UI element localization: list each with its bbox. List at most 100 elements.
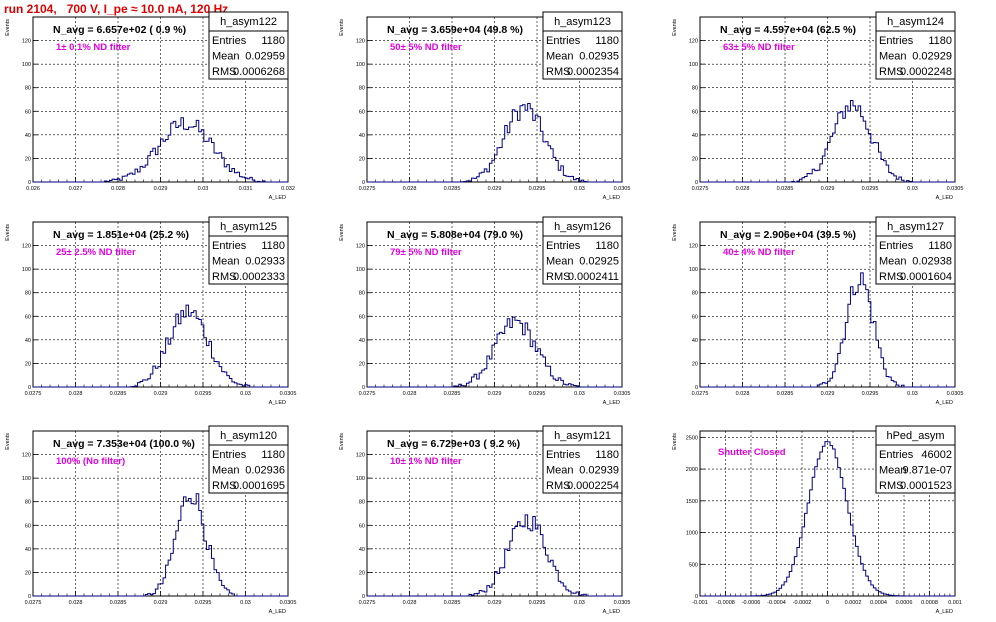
- x-tick-label: 0.0275: [692, 391, 709, 397]
- x-axis-label: A_LED: [269, 609, 286, 615]
- stat-value-rms: 0.0002333: [233, 271, 285, 283]
- y-tick-label: 0: [695, 385, 698, 391]
- y-axis-label: Events: [672, 433, 678, 450]
- stat-label-mean: Mean: [212, 51, 240, 63]
- stats-box: [208, 30, 289, 80]
- filter-label: 100% (No filter): [56, 456, 125, 467]
- stats-box: [542, 444, 623, 494]
- y-tick-label: 120: [356, 244, 365, 250]
- filter-label: 40± 4% ND filter: [723, 247, 795, 258]
- stat-value-rms: 0.0002248: [900, 66, 952, 78]
- y-tick-label: 80: [692, 86, 698, 92]
- y-tick-label: 120: [22, 453, 31, 459]
- stat-value-rms: 0.0002411: [568, 271, 619, 283]
- navg-label: N_avg = 4.597e+04 (62.5 %): [720, 24, 856, 36]
- y-tick-label: 120: [22, 39, 31, 45]
- stat-value-rms: 0.0002354: [567, 66, 619, 78]
- x-tick-label: 0.0305: [280, 600, 297, 606]
- stat-value-mean: 0.02939: [579, 465, 619, 477]
- x-tick-label: 0.029: [154, 186, 168, 192]
- stat-label-entries: Entries: [212, 240, 247, 252]
- y-tick-label: 20: [359, 361, 365, 367]
- y-tick-label: 100: [356, 267, 365, 273]
- stat-label-rms: RMS: [879, 271, 903, 283]
- x-axis-label: A_LED: [269, 400, 286, 406]
- x-tick-label: 0.0004: [870, 600, 887, 606]
- x-tick-label: 0.0295: [195, 600, 212, 606]
- histogram-series: [33, 493, 288, 597]
- navg-label: N_avg = 5.808e+04 (79.0 %): [387, 229, 523, 241]
- stats-box: [542, 30, 623, 80]
- stat-label-rms: RMS: [546, 66, 570, 78]
- x-tick-label: -0.001: [692, 600, 708, 606]
- y-tick-label: 0: [362, 385, 365, 391]
- stat-label-rms: RMS: [879, 66, 903, 78]
- y-tick-label: 60: [692, 109, 698, 115]
- y-axis-label: Events: [672, 224, 678, 241]
- stat-value-entries: 1180: [595, 240, 619, 252]
- x-tick-label: 0.03: [907, 186, 918, 192]
- histogram-name: h_asym127: [887, 221, 944, 233]
- stat-value-mean: 0.02959: [245, 51, 285, 63]
- stat-label-entries: Entries: [879, 240, 914, 252]
- stats-box: [542, 235, 623, 285]
- y-tick-label: 0: [695, 180, 698, 186]
- stats-box: [875, 444, 956, 494]
- x-tick-label: 0.029: [488, 391, 502, 397]
- x-tick-label: 0.0285: [444, 391, 461, 397]
- x-tick-label: 0.03: [240, 600, 251, 606]
- x-tick-label: 0.0285: [777, 391, 794, 397]
- y-tick-label: 1000: [686, 531, 698, 537]
- stat-label-mean: Mean: [879, 256, 907, 268]
- stat-value-mean: 0.02935: [579, 51, 619, 63]
- y-tick-label: 500: [689, 562, 698, 568]
- x-tick-label: -0.0008: [716, 600, 735, 606]
- x-tick-label: 0.028: [736, 186, 750, 192]
- stat-value-entries: 1180: [595, 449, 619, 461]
- histogram-series: [367, 514, 622, 597]
- x-tick-label: 0.028: [111, 186, 125, 192]
- y-tick-label: 80: [25, 86, 31, 92]
- x-tick-label: 0.029: [821, 186, 835, 192]
- stat-value-entries: 1180: [928, 35, 952, 47]
- x-tick-label: 0.0002: [845, 600, 862, 606]
- histogram-series: [367, 316, 622, 388]
- y-tick-label: 20: [25, 156, 31, 162]
- stat-label-mean: Mean: [212, 256, 240, 268]
- chart-h_asym120: 0.0275 0.028 0.0285 0.029 0.0295 0.03 0.0305 0 2…: [5, 425, 297, 615]
- stat-label-rms: RMS: [212, 480, 236, 492]
- x-tick-label: 0.029: [821, 391, 835, 397]
- filter-label: 50± 5% ND filter: [390, 42, 462, 53]
- histogram-series: [367, 103, 622, 183]
- x-tick-label: 0.028: [403, 391, 417, 397]
- y-tick-label: 2000: [686, 467, 698, 473]
- chart-hPed_asym: -0.001 -0.0008 -0.0006 -0.0004 -0.0002 0 0.000…: [672, 425, 962, 615]
- x-tick-label: 0.0305: [947, 186, 964, 192]
- y-axis-label: Events: [5, 19, 11, 36]
- y-axis-label: Events: [339, 224, 345, 241]
- y-tick-label: 40: [692, 133, 698, 139]
- x-axis-label: A_LED: [603, 195, 620, 201]
- x-tick-label: -0.0006: [742, 600, 761, 606]
- stat-value-rms: 0.0002254: [567, 480, 619, 492]
- navg-label: N_avg = 2.906e+04 (39.5 %): [720, 229, 856, 241]
- y-tick-label: 120: [356, 453, 365, 459]
- y-axis-label: Events: [339, 19, 345, 36]
- filter-label: 63± 5% ND filter: [723, 42, 795, 53]
- filter-label: 25± 2.5% ND filter: [56, 247, 136, 258]
- x-tick-label: 0.028: [736, 391, 750, 397]
- chart-h_asym122: 0.026 0.027 0.028 0.029 0.03 0.031 0.032 0 20 40 6…: [5, 11, 295, 201]
- y-tick-label: 60: [359, 109, 365, 115]
- stat-value-rms: 0.0001695: [233, 480, 285, 492]
- y-axis-label: Events: [5, 433, 11, 450]
- chart-h_asym126: 0.0275 0.028 0.0285 0.029 0.0295 0.03 0.0305 0 2…: [339, 216, 631, 406]
- x-tick-label: 0.0305: [614, 391, 631, 397]
- stat-label-mean: Mean: [212, 465, 240, 477]
- stat-label-rms: RMS: [546, 271, 570, 283]
- y-tick-label: 40: [359, 133, 365, 139]
- stat-value-mean: 0.02933: [245, 256, 285, 268]
- stat-value-mean: 0.02936: [245, 465, 285, 477]
- y-tick-label: 120: [689, 39, 698, 45]
- x-tick-label: 0.03: [198, 186, 209, 192]
- x-tick-label: 0.0285: [110, 600, 127, 606]
